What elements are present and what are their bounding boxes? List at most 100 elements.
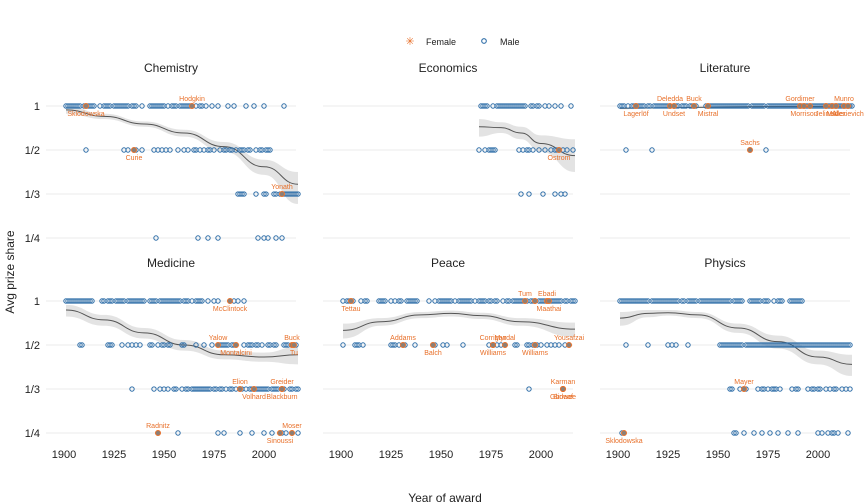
female-point [823,103,829,109]
y-tick-label: 1/3 [25,384,40,396]
male-point [75,103,81,109]
male-point [817,386,823,392]
male-point [251,103,257,109]
male-point [215,103,221,109]
male-point [755,298,761,304]
male-point [133,103,139,109]
male-point [267,147,273,153]
male-point [795,430,801,436]
male-point [179,342,185,348]
female-label: Greider [270,379,294,386]
male-point [171,103,177,109]
y-tick-label: 1 [34,296,40,308]
male-point [737,298,743,304]
male-point [809,386,815,392]
male-point [211,147,217,153]
male-point [139,298,145,304]
female-label: Tu [290,350,298,357]
female-point [546,298,552,304]
male-point [131,103,137,109]
y-axis-label: Avg prize share [3,230,17,313]
x-axis-label: Year of award [408,491,482,504]
male-point [763,298,769,304]
female-point [502,342,508,348]
male-point [364,298,370,304]
male-point [271,342,277,348]
female-label: Elion [232,379,248,386]
male-point [119,342,125,348]
male-point [524,342,530,348]
male-point [685,342,691,348]
male-point [643,298,649,304]
female-point [227,298,233,304]
male-point [273,342,279,348]
male-point [572,298,578,304]
male-point [91,103,97,109]
male-point [360,342,366,348]
female-point [560,386,566,393]
male-point [412,298,418,304]
female-label: Radnitz [146,423,170,430]
male-point [733,430,739,436]
male-point [261,191,267,197]
male-point [79,342,85,348]
y-tick-label: 1 [34,101,40,113]
male-point [171,386,177,392]
male-point [175,147,181,153]
male-point [673,342,679,348]
male-point [223,342,229,348]
male-point [205,147,211,153]
male-point [265,235,271,241]
panel-economics: Economics Ostrom [323,61,576,239]
panel-medicine: Medicine 1 1/2 1/3 1/4 1900 1925 1950 1975 2000 Mc… [25,256,303,461]
legend-label-female: Female [426,37,456,47]
male-point [777,386,783,392]
male-point [245,147,251,153]
confidence-band [343,310,575,339]
male-point [255,235,261,241]
x-tick-label: 1975 [479,449,503,461]
male-point [623,147,629,153]
male-point [199,298,205,304]
y-tick-label: 1/3 [25,189,40,201]
male-point [183,386,189,392]
trend-line [619,312,853,365]
confidence-band [66,304,298,365]
female-label: Curie [126,155,143,162]
female-label: Gordimer [785,96,815,103]
male-point [173,386,179,392]
male-point [125,147,131,153]
legend-marker-male [481,38,487,44]
male-point [237,430,243,436]
panel-physics: Physics 1900 1925 1950 1975 2000 Sklodowska May… [600,256,853,461]
male-point [793,386,799,392]
male-point [167,342,173,348]
x-tick-label: 1925 [102,449,126,461]
y-tick-label: 1/4 [25,428,40,440]
female-point [400,342,406,348]
male-point [412,342,418,348]
male-point [759,103,765,109]
female-label: Tum [518,291,532,298]
male-point [725,298,731,304]
male-point [534,103,540,109]
panel-title: Peace [431,256,465,270]
male-point [205,235,211,241]
male-point [536,147,542,153]
male-point [759,430,765,436]
female-point [671,103,677,109]
male-point [87,298,93,304]
panel-title: Economics [419,61,478,75]
male-point [183,298,189,304]
male-point [165,342,171,348]
male-point [227,147,233,153]
male-point [619,103,625,109]
female-label: Buck [686,96,702,103]
female-label: Montalcini [220,350,252,357]
male-point [492,147,498,153]
female-point [833,103,839,109]
female-label: Williams [480,350,507,357]
male-point [847,342,853,348]
female-point [747,147,753,153]
male-point [741,430,747,436]
